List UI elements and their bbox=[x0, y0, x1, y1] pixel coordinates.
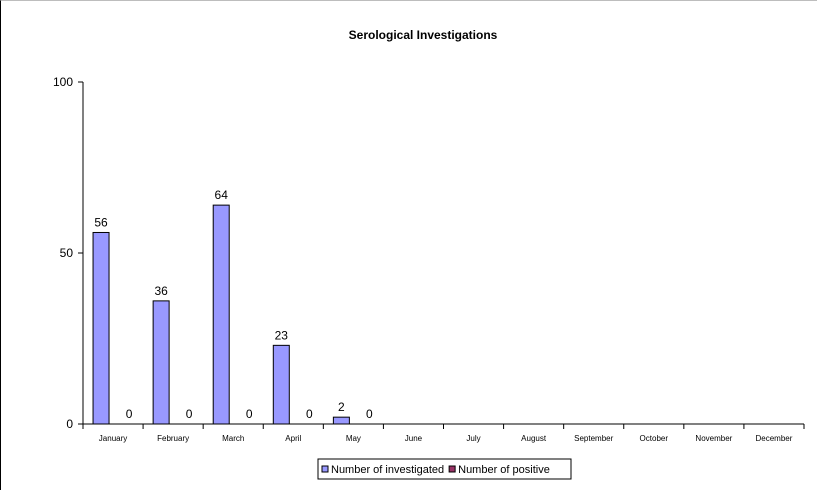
bar bbox=[152, 300, 170, 425]
legend-label: Number of investigated bbox=[331, 464, 444, 476]
data-label: 0 bbox=[126, 407, 133, 421]
x-category-label: January bbox=[99, 434, 127, 443]
data-label: 0 bbox=[306, 407, 313, 421]
y-tick-label: 100 bbox=[53, 75, 73, 89]
x-category-label: June bbox=[405, 434, 423, 443]
data-label: 23 bbox=[275, 328, 289, 342]
chart-title: Serological Investigations bbox=[349, 28, 498, 42]
x-category-label: April bbox=[285, 434, 301, 443]
axes: 0 50 100 January February March April May June Ju… bbox=[53, 75, 805, 443]
x-category-label: August bbox=[521, 434, 547, 443]
data-label: 0 bbox=[246, 407, 253, 421]
legend: Number of investigated Number of positive bbox=[317, 458, 572, 480]
data-label: 2 bbox=[338, 400, 345, 414]
data-label: 0 bbox=[186, 407, 193, 421]
x-category-label: July bbox=[466, 434, 480, 443]
bar bbox=[272, 344, 290, 425]
y-tick-label: 50 bbox=[60, 246, 74, 260]
x-category-label: March bbox=[222, 434, 244, 443]
x-category-label: October bbox=[640, 434, 669, 443]
y-tick-label: 0 bbox=[66, 417, 73, 431]
bar bbox=[212, 204, 230, 425]
legend-box bbox=[317, 458, 572, 480]
bar bbox=[332, 416, 350, 425]
data-label: 0 bbox=[366, 407, 373, 421]
x-category-label: November bbox=[695, 434, 732, 443]
x-category-label: February bbox=[157, 434, 189, 443]
data-label: 64 bbox=[215, 188, 229, 202]
legend-swatch bbox=[321, 465, 329, 473]
legend-swatch bbox=[448, 465, 456, 473]
legend-label: Number of positive bbox=[458, 464, 550, 476]
data-label: 56 bbox=[94, 215, 108, 229]
bar bbox=[92, 231, 110, 425]
x-category-label: May bbox=[346, 434, 361, 443]
data-label: 36 bbox=[154, 284, 168, 298]
x-category-label: December bbox=[756, 434, 793, 443]
x-category-label: September bbox=[574, 434, 613, 443]
bars: 56 36 64 23 2 0 0 0 0 0 bbox=[92, 188, 373, 425]
